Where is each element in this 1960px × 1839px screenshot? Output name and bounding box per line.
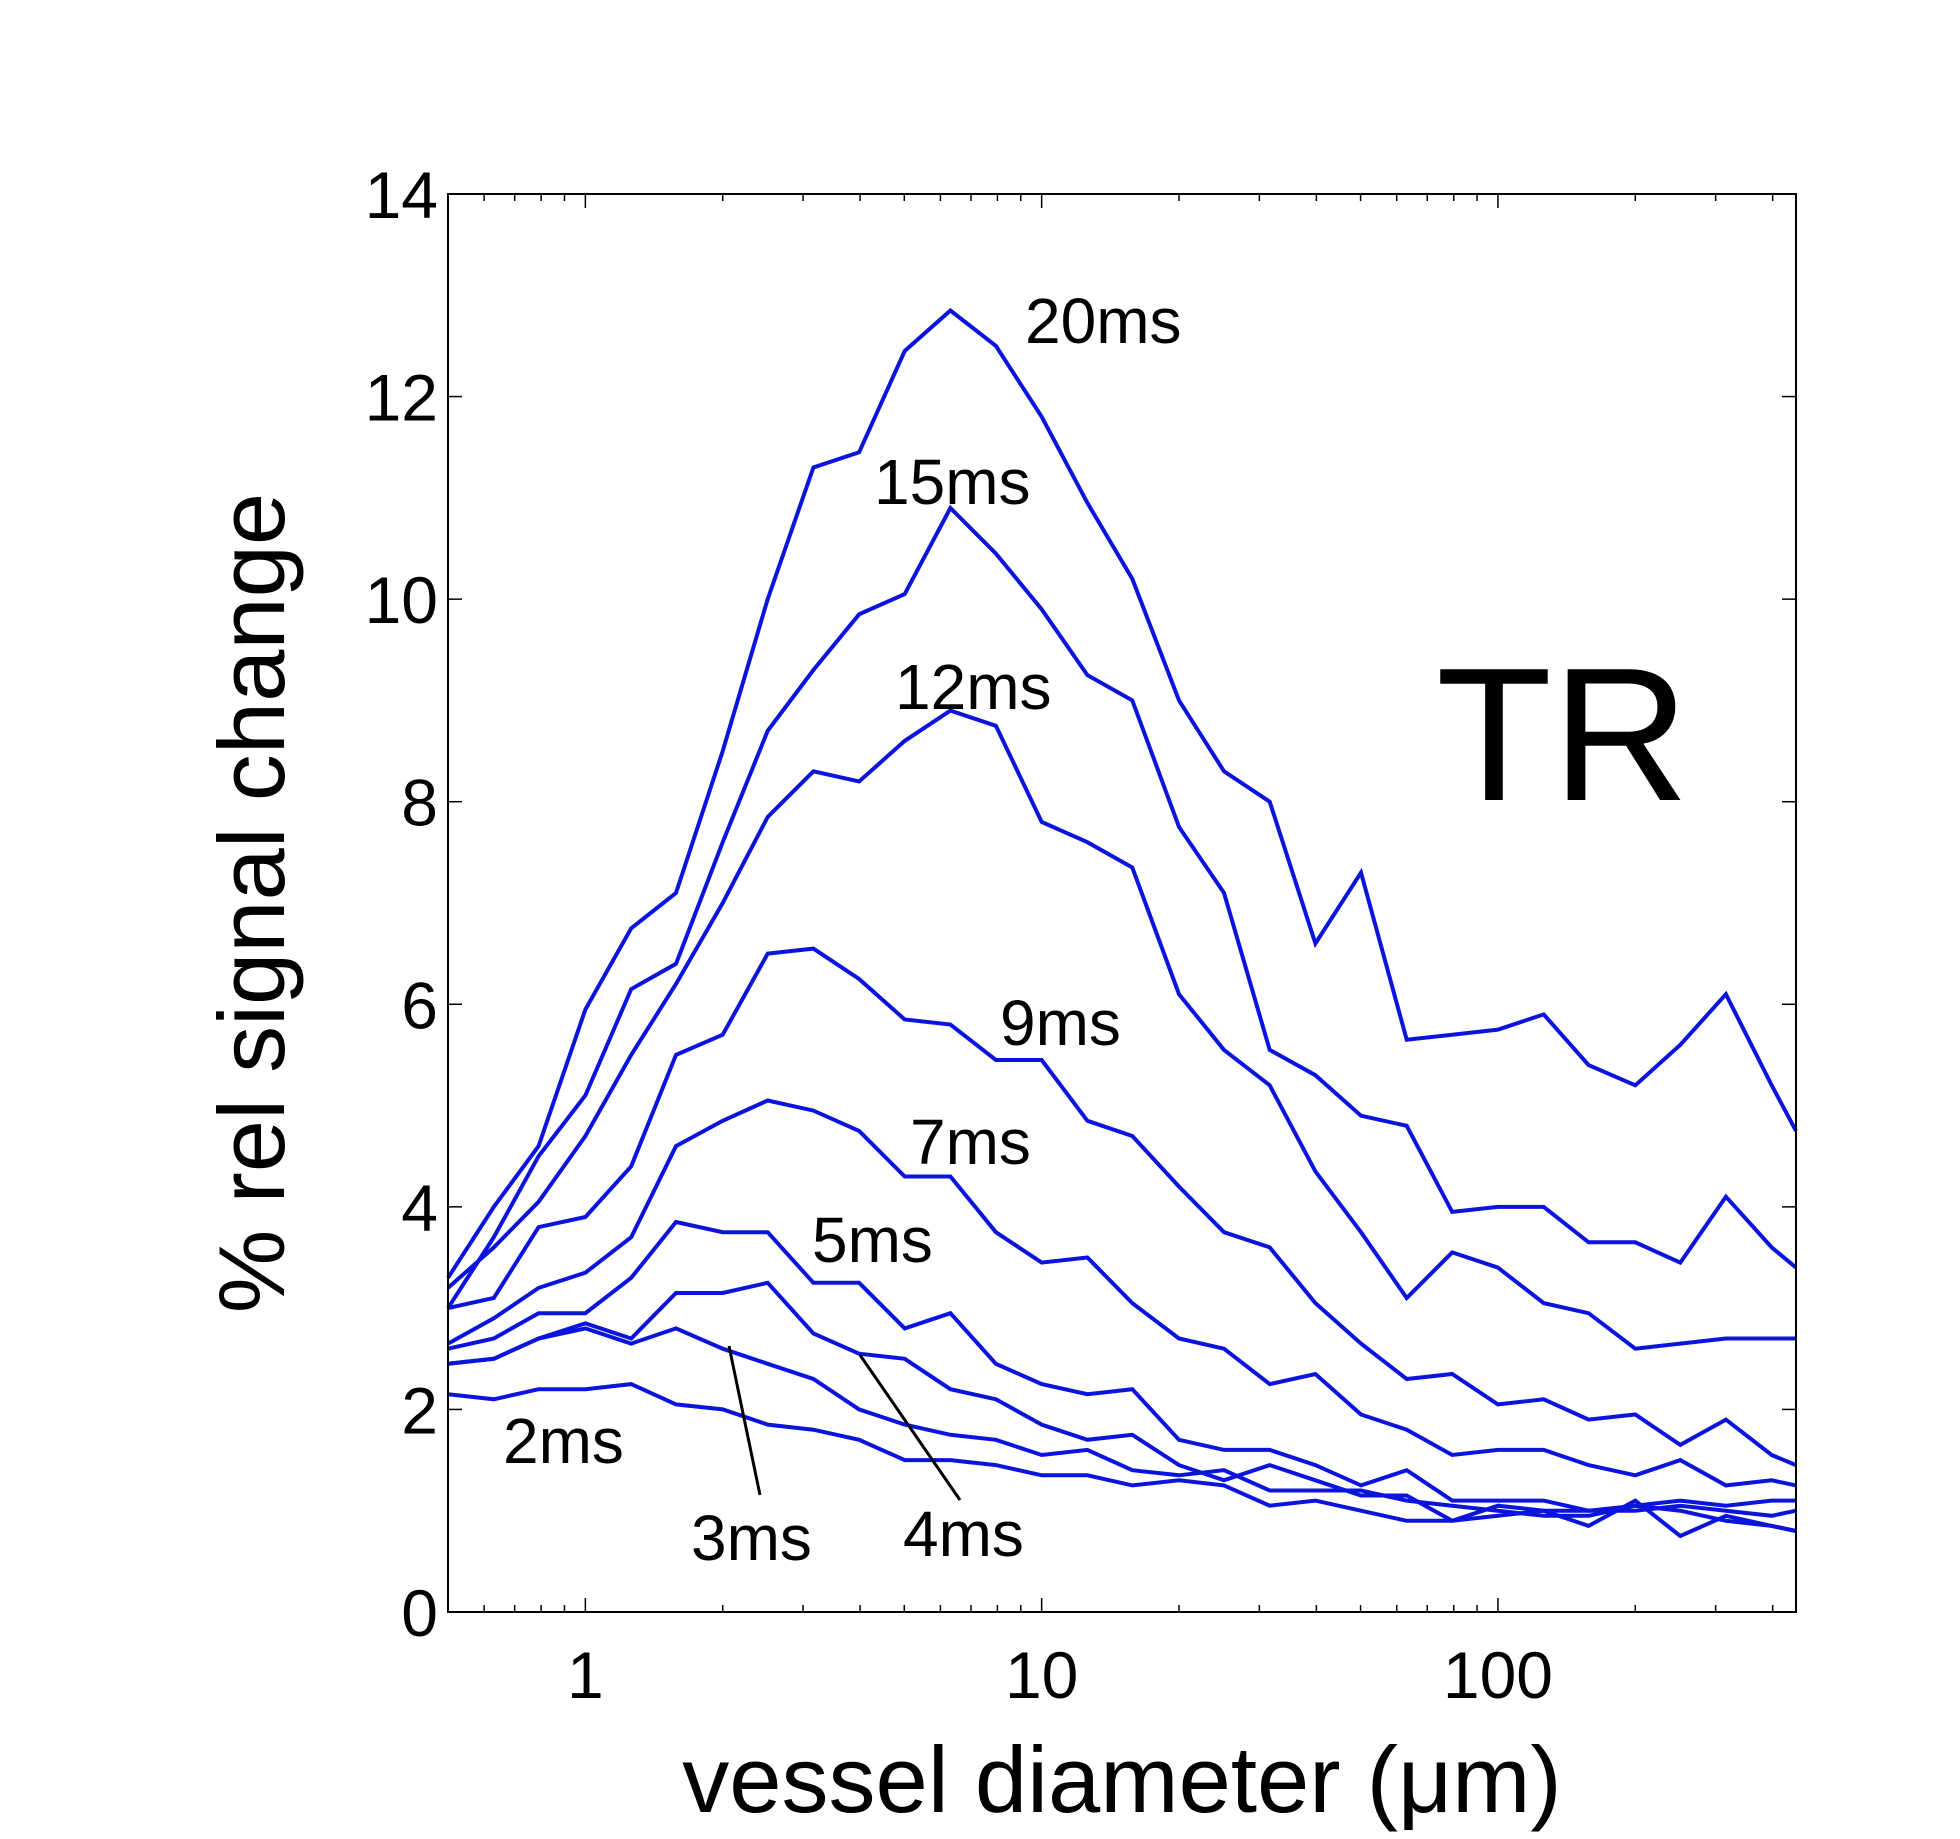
y-tick-label: 4 [401, 1171, 438, 1245]
y-tick-label: 8 [401, 766, 438, 840]
curve-label-4ms: 4ms [903, 1498, 1024, 1570]
axes-box [447, 193, 1797, 1613]
curve-label-9ms: 9ms [1000, 987, 1121, 1059]
leader-4ms [858, 1354, 962, 1501]
series-line-3ms [447, 1326, 1797, 1533]
series-line-15ms [446, 504, 1798, 1310]
curve-label-2ms: 2ms [503, 1405, 624, 1477]
series-lines [446, 307, 1798, 1539]
series-line-9ms [447, 946, 1797, 1467]
tick-labels: 1 10 100 0 2 4 6 8 10 12 14 [365, 158, 1553, 1712]
y-tick-label: 12 [365, 361, 438, 435]
x-axis-label: vessel diameter (μm) [682, 1727, 1561, 1832]
curve-label-15ms: 15ms [874, 446, 1031, 518]
curve-label-7ms: 7ms [910, 1106, 1031, 1178]
series-line-20ms [446, 307, 1798, 1279]
axis-ticks [447, 193, 1796, 1613]
x-tick-label: 100 [1443, 1638, 1553, 1712]
y-tick-label: 2 [401, 1373, 438, 1447]
x-tick-label: 10 [1005, 1638, 1078, 1712]
y-tick-label: 0 [401, 1576, 438, 1650]
series-line-4ms [447, 1280, 1797, 1539]
curve-label-3ms: 3ms [691, 1502, 812, 1574]
panel-label: TR [1436, 629, 1689, 841]
leader-3ms [727, 1345, 762, 1496]
series-line-12ms [446, 708, 1796, 1351]
curve-label-20ms: 20ms [1025, 285, 1182, 357]
y-tick-label: 10 [365, 563, 438, 637]
series-line-7ms [447, 1098, 1797, 1488]
series-line-2ms [447, 1382, 1797, 1523]
y-tick-label: 14 [365, 158, 438, 232]
y-tick-label: 6 [401, 968, 438, 1042]
x-tick-label: 1 [567, 1638, 604, 1712]
curve-label-5ms: 5ms [812, 1204, 933, 1276]
y-axis-label: % rel signal change [199, 493, 304, 1313]
curve-label-12ms: 12ms [895, 651, 1052, 723]
